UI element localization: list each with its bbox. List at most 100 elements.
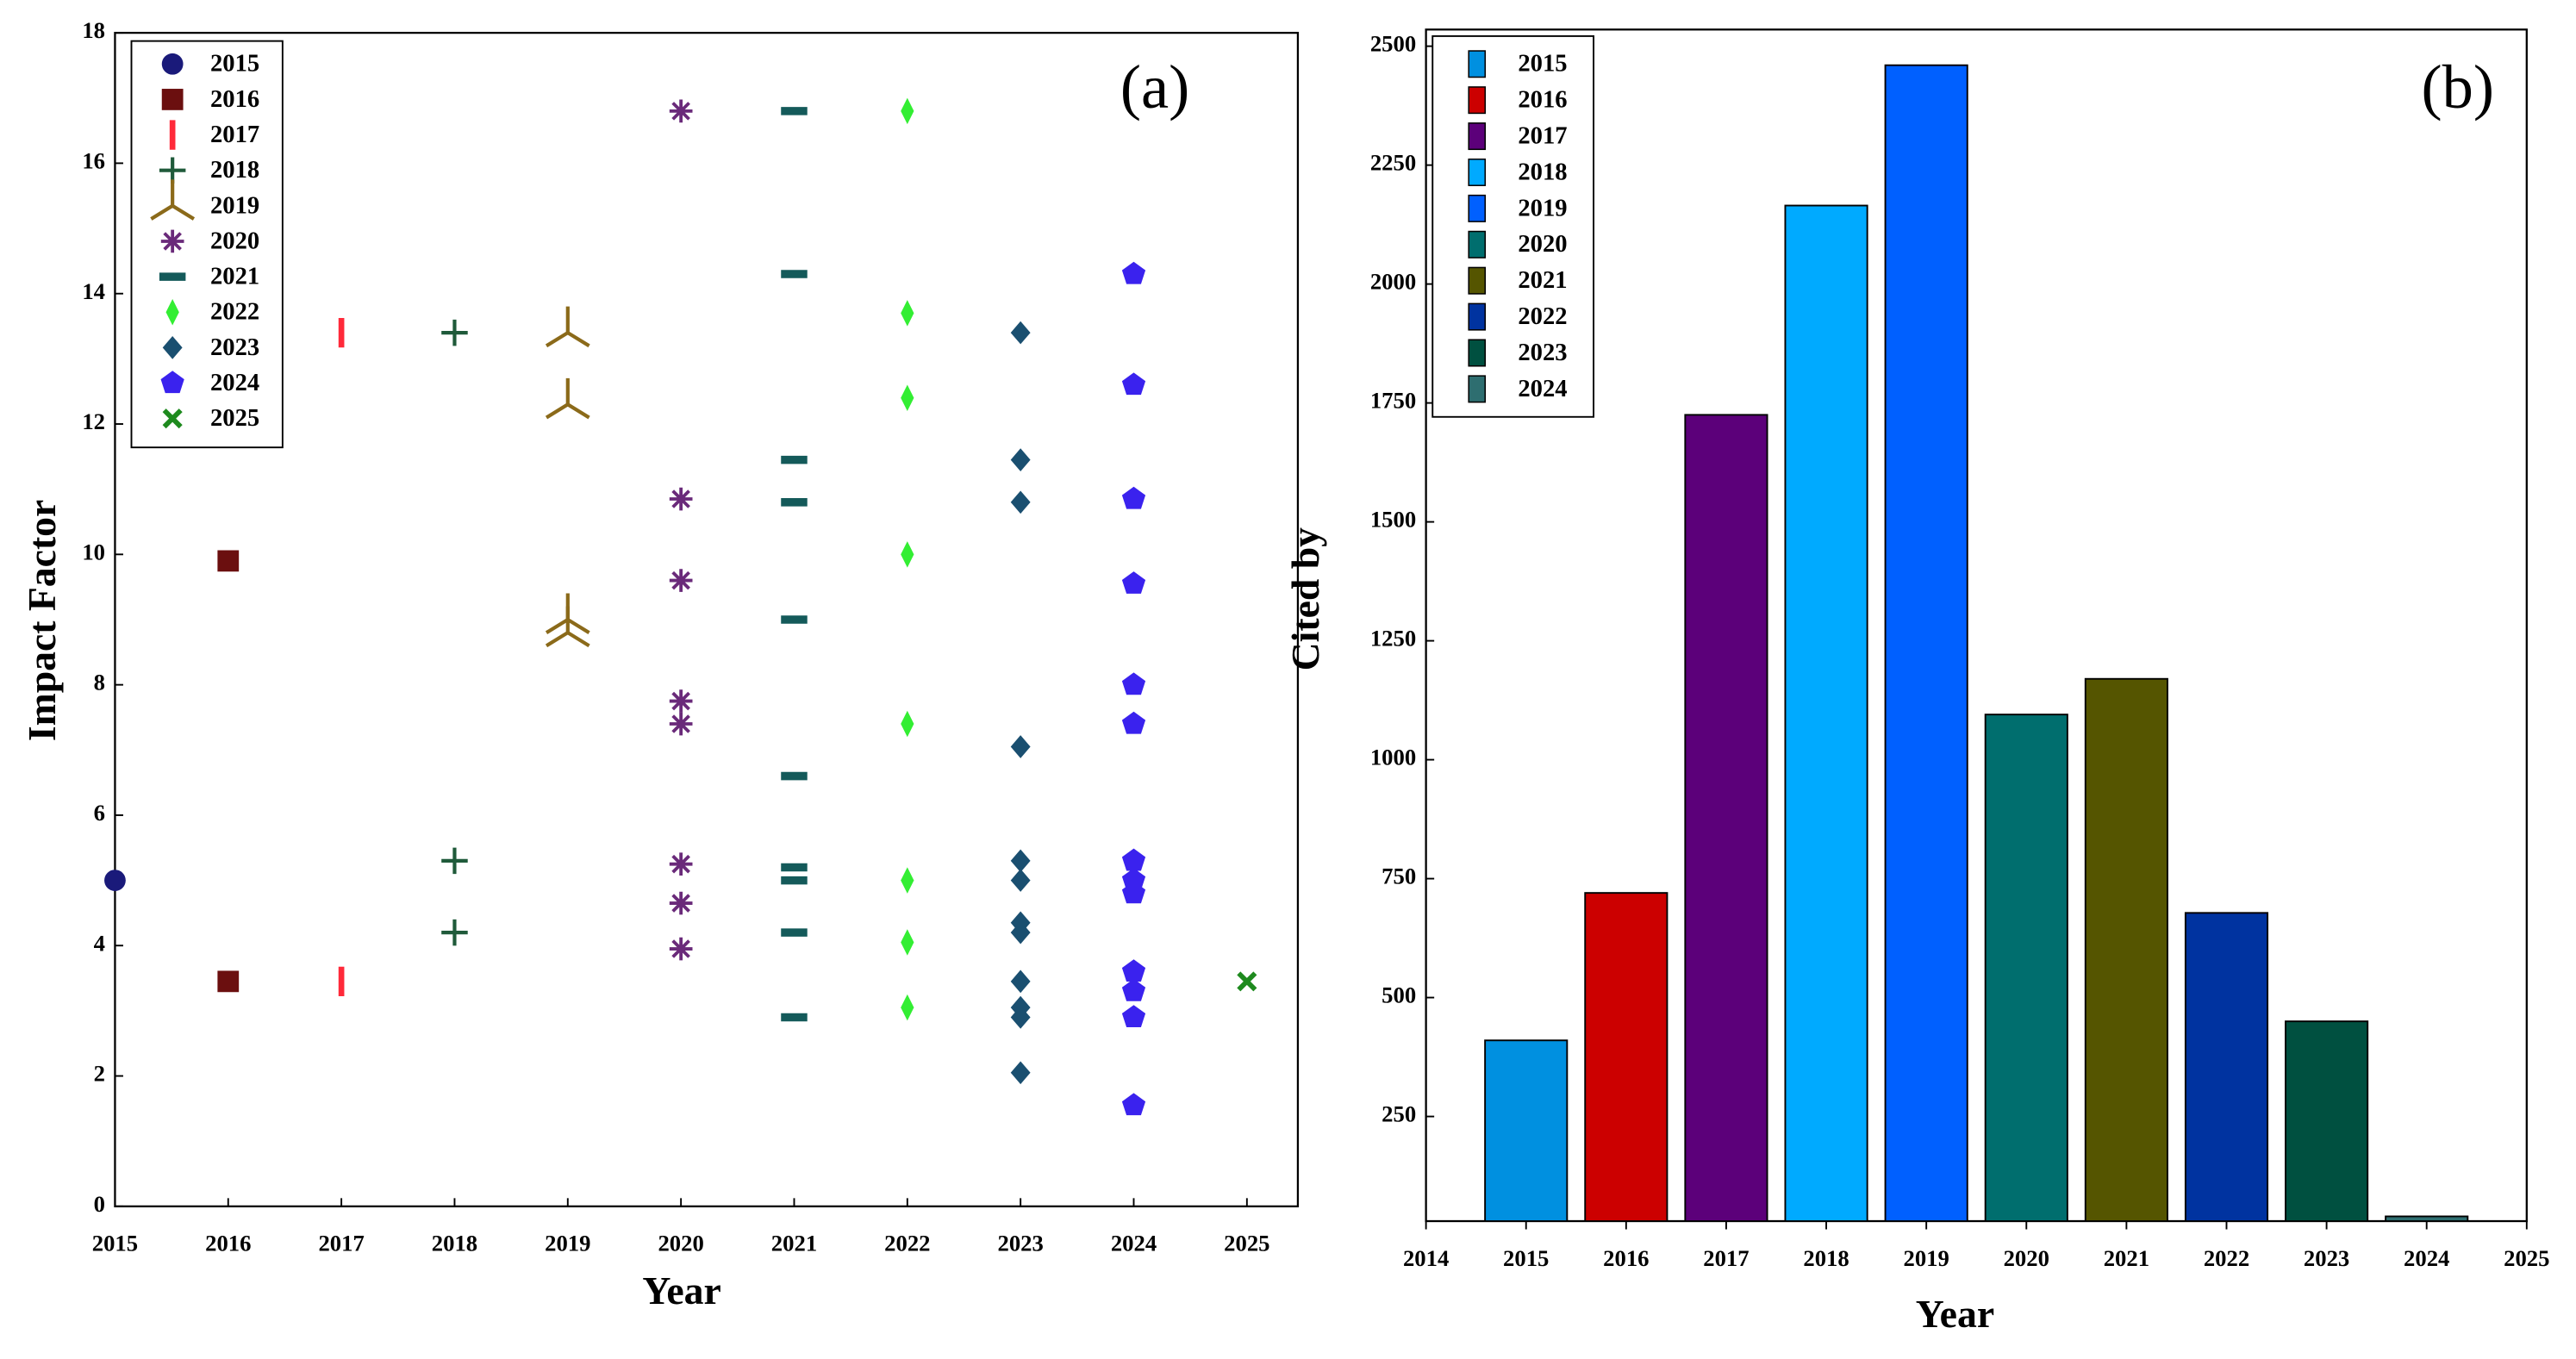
marker [669, 569, 693, 592]
y-tick-label: 2 [94, 1061, 105, 1087]
legend-swatch [1468, 230, 1487, 259]
marker [1121, 959, 1146, 982]
legend-label: 2016 [210, 86, 259, 113]
x-tick-label: 2024 [1111, 1231, 1157, 1256]
marker [901, 97, 914, 125]
marker [1121, 711, 1146, 734]
marker [901, 384, 914, 411]
marker [669, 891, 693, 915]
bar [1484, 1039, 1569, 1222]
marker [901, 710, 914, 738]
marker [1121, 571, 1146, 594]
legend-swatch [1468, 50, 1487, 78]
x-tick-label: 2022 [884, 1231, 930, 1256]
marker [104, 870, 126, 891]
legend-label: 2021 [1518, 267, 1567, 294]
marker [669, 487, 693, 511]
x-tick-label: 2020 [658, 1231, 703, 1256]
legend-marker [160, 371, 184, 394]
marker [1121, 372, 1146, 396]
plot-frame [1425, 28, 2528, 1223]
legend-label: 2019 [1518, 195, 1567, 221]
legend-marker [159, 157, 186, 184]
y-tick-label: 12 [82, 408, 105, 434]
legend-swatch [1468, 86, 1487, 115]
x-tick-label: 2016 [205, 1231, 251, 1256]
legend-label: 2015 [210, 51, 259, 78]
x-tick-label: 2025 [2504, 1245, 2549, 1271]
bar [2184, 912, 2269, 1222]
marker [1010, 1061, 1031, 1085]
y-tick-label: 8 [94, 670, 105, 695]
bar [1884, 64, 1968, 1222]
legend-marker [160, 229, 184, 253]
marker [901, 300, 914, 327]
legend-marker [150, 179, 196, 221]
marker [1237, 971, 1257, 992]
marker [1121, 261, 1146, 284]
marker [1121, 881, 1146, 904]
y-tick-label: 750 [1382, 863, 1416, 889]
legend-swatch [1468, 122, 1487, 151]
legend-label: 2015 [1518, 51, 1567, 78]
marker [1121, 868, 1146, 891]
x-tick-label: 2017 [1703, 1245, 1749, 1271]
legend-label: 2020 [1518, 231, 1567, 258]
y-tick-label: 1750 [1370, 388, 1416, 414]
marker [901, 867, 914, 894]
legend-box [130, 40, 284, 449]
marker [1121, 672, 1146, 695]
marker [1121, 1005, 1146, 1028]
marker [669, 712, 693, 736]
bar [2285, 1020, 2369, 1222]
panel-label: (a) [1120, 52, 1189, 122]
y-tick-label: 14 [82, 278, 105, 304]
legend-label: 2020 [210, 228, 259, 254]
x-tick-label: 2018 [432, 1231, 477, 1256]
x-tick-label: 2015 [1503, 1245, 1549, 1271]
x-tick-label: 2021 [2104, 1245, 2149, 1271]
x-tick-label: 2017 [318, 1231, 364, 1256]
legend-label: 2022 [1518, 303, 1567, 330]
x-tick-label: 2020 [2004, 1245, 2049, 1271]
legend-label: 2022 [210, 299, 259, 326]
y-tick-label: 18 [82, 17, 105, 43]
x-tick-label: 2019 [545, 1231, 590, 1256]
x-tick-label: 2023 [997, 1231, 1043, 1256]
legend-label: 2021 [210, 264, 259, 290]
marker [901, 994, 914, 1021]
bar [1784, 204, 1868, 1222]
y-tick-label: 2250 [1370, 150, 1416, 176]
x-tick-label: 2019 [1903, 1245, 1949, 1271]
marker [1010, 321, 1031, 345]
marker [901, 541, 914, 568]
legend-swatch [1468, 194, 1487, 222]
legend-label: 2024 [1518, 376, 1567, 402]
marker [441, 919, 468, 946]
x-tick-label: 2018 [1803, 1245, 1849, 1271]
marker [1010, 1006, 1031, 1029]
marker [1010, 920, 1031, 944]
legend-label: 2017 [210, 122, 259, 148]
marker [1010, 969, 1031, 994]
bar [2385, 1215, 2469, 1222]
legend-swatch [1468, 266, 1487, 295]
panel-label: (b) [2422, 52, 2494, 122]
legend-swatch [1468, 302, 1487, 331]
legend-marker [161, 53, 184, 75]
y-tick-label: 0 [94, 1191, 105, 1217]
y-tick-label: 2500 [1370, 31, 1416, 57]
bar [1584, 892, 1668, 1222]
x-tick-label: 2021 [771, 1231, 817, 1256]
marker [1010, 735, 1031, 758]
legend-label: 2019 [210, 192, 259, 219]
x-tick-label: 2025 [1224, 1231, 1269, 1256]
legend-swatch [1468, 158, 1487, 186]
marker [669, 937, 693, 961]
marker [1121, 848, 1146, 871]
legend-label: 2023 [210, 334, 259, 361]
marker [441, 319, 468, 346]
bar [1984, 714, 2068, 1222]
legend-label: 2018 [210, 157, 259, 184]
